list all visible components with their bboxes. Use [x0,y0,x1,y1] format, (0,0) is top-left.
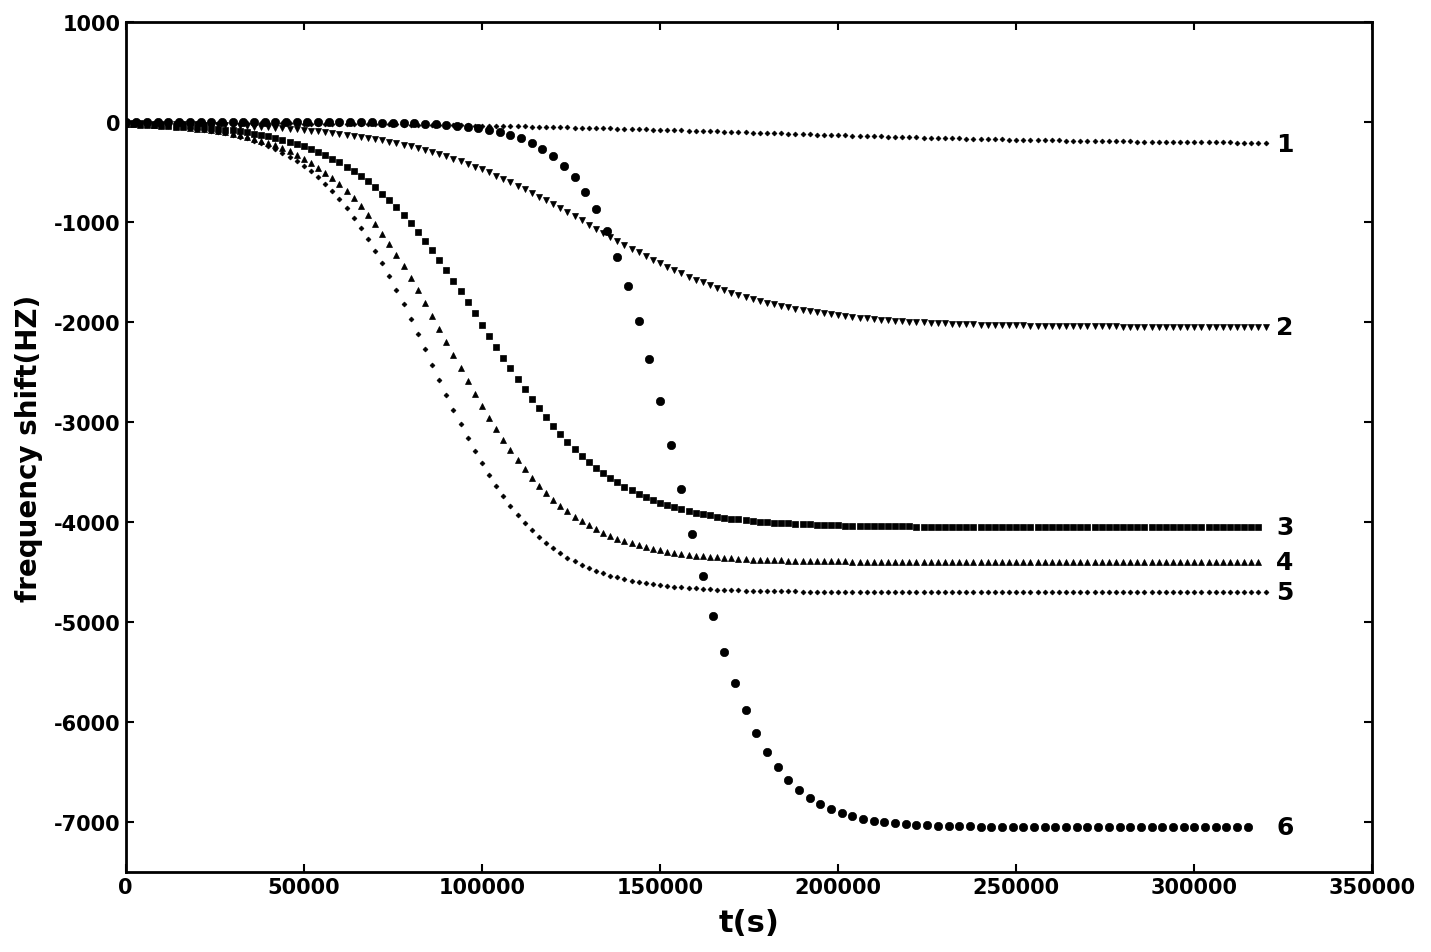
Text: 1: 1 [1276,133,1294,157]
Text: 5: 5 [1276,581,1294,605]
Text: 3: 3 [1276,515,1294,540]
X-axis label: t(s): t(s) [718,908,780,937]
Text: 6: 6 [1276,815,1294,839]
Text: 4: 4 [1276,550,1294,574]
Text: 2: 2 [1276,316,1294,340]
Y-axis label: frequency shift(HZ): frequency shift(HZ) [14,294,43,601]
